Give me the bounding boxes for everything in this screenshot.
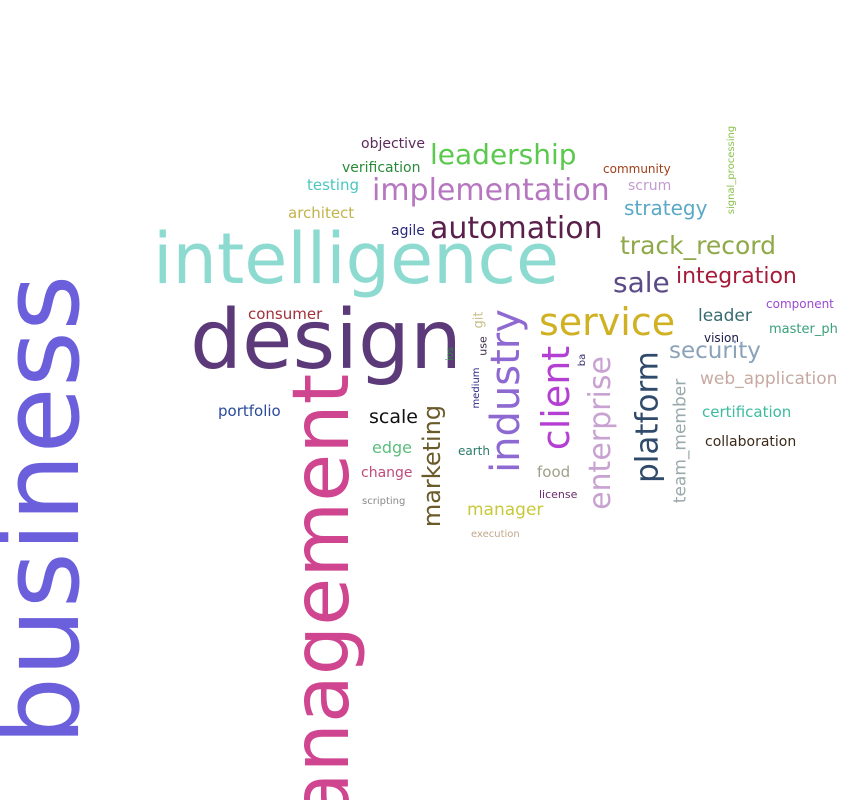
word-enterprise: enterprise <box>583 356 618 510</box>
word-marketing: marketing <box>418 404 446 528</box>
word-sale: sale <box>613 266 670 299</box>
word-strategy: strategy <box>624 196 708 220</box>
word-objective: objective <box>361 136 425 152</box>
word-scale: scale <box>369 406 418 428</box>
word-architect: architect <box>288 204 355 222</box>
word-automation: automation <box>430 211 603 246</box>
word-portfolio: portfolio <box>218 402 281 420</box>
word-earth: earth <box>458 444 490 458</box>
word-verification: verification <box>342 160 421 176</box>
word-license: license <box>539 488 578 501</box>
word-management: anagement <box>277 373 367 800</box>
word-signal-processing: signal_processing <box>726 125 737 215</box>
word-consumer: consumer <box>248 305 323 323</box>
word-master-ph: master_ph <box>769 322 838 337</box>
word-security: security <box>669 338 761 364</box>
word-git: git <box>471 311 487 329</box>
word-edge: edge <box>372 438 412 457</box>
word-web-application: web_application <box>700 369 838 389</box>
word-platform: platform <box>629 351 666 483</box>
word-execution: execution <box>471 529 520 540</box>
word-use: use <box>476 336 490 356</box>
word-intelligence: intelligence <box>153 218 560 300</box>
word-change: change <box>361 465 413 481</box>
word-leader: leader <box>698 306 752 326</box>
word-medium: medium <box>471 367 482 409</box>
word-team-member: team_member <box>670 378 691 504</box>
word-certification: certification <box>702 403 792 421</box>
word-testing: testing <box>307 176 360 194</box>
word-leadership: leadership <box>430 138 577 171</box>
word-service: service <box>539 300 676 344</box>
word-business: business <box>0 274 104 746</box>
word-implementation: implementation <box>372 173 610 208</box>
word-ios: ios <box>445 346 456 362</box>
word-client: client <box>534 345 578 451</box>
word-agile: agile <box>391 223 425 239</box>
word-ba: ba <box>577 353 588 367</box>
word-manager: manager <box>467 500 544 520</box>
word-scrum: scrum <box>628 178 672 194</box>
word-design: design <box>190 293 463 388</box>
word-component: component <box>766 297 834 311</box>
word-industry: industry <box>483 309 529 473</box>
word-scripting: scripting <box>362 496 406 507</box>
word-community: community <box>603 162 671 176</box>
word-integration: integration <box>676 264 797 289</box>
word-vision: vision <box>704 331 739 345</box>
word-track-record: track_record <box>620 231 776 260</box>
word-food: food <box>537 463 571 481</box>
word-collaboration: collaboration <box>705 434 797 450</box>
